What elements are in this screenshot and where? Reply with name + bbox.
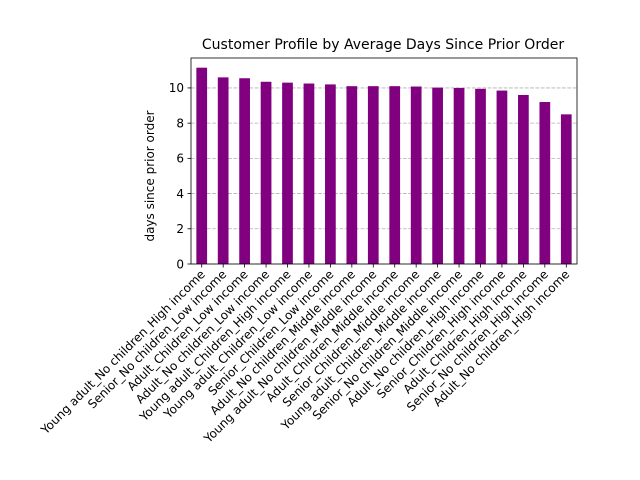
bar-0 xyxy=(196,67,208,264)
bar-6 xyxy=(325,84,336,265)
y-tick-label: 4 xyxy=(176,187,184,201)
y-tick-label: 2 xyxy=(176,222,184,236)
y-tick-label: 0 xyxy=(176,257,184,271)
bar-5 xyxy=(303,83,315,265)
y-tick-label: 6 xyxy=(176,152,184,166)
bar-9 xyxy=(389,86,401,265)
bar-10 xyxy=(410,86,422,265)
plot-frame xyxy=(190,57,578,265)
x-ticks: Young adult_No children_High incomeSenio… xyxy=(37,264,572,446)
bar-1 xyxy=(217,77,229,264)
y-tick-label: 10 xyxy=(169,81,184,95)
bar-3 xyxy=(260,81,272,265)
bars xyxy=(196,67,572,265)
bar-8 xyxy=(367,86,379,265)
bar-4 xyxy=(282,82,293,265)
bar-7 xyxy=(346,86,358,265)
bar-16 xyxy=(539,102,551,265)
bar-2 xyxy=(239,78,250,264)
bar-15 xyxy=(518,94,529,264)
bar-14 xyxy=(496,90,508,264)
bar-17 xyxy=(560,114,572,264)
chart-title: Customer Profile by Average Days Since P… xyxy=(202,37,564,53)
axes xyxy=(190,57,578,265)
y-ticks: 0 2 4 6 8 10 xyxy=(169,81,191,271)
bar-13 xyxy=(475,88,486,264)
y-axis-label: days since prior order xyxy=(143,110,157,241)
bar-11 xyxy=(432,87,443,264)
bar-12 xyxy=(453,87,465,264)
y-tick-label: 8 xyxy=(176,116,184,130)
